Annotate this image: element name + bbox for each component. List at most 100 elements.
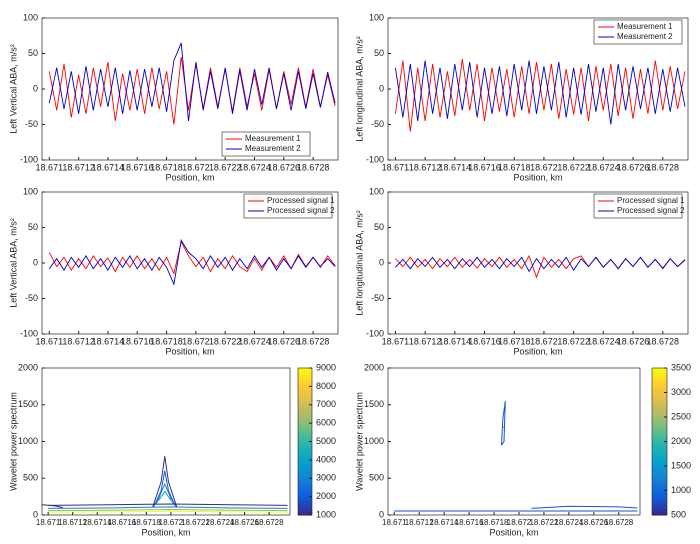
y-tick-label: 100 [23,186,38,196]
colorbar-cell [652,371,667,376]
y-tick-label: 1500 [18,399,38,409]
y-tick-label: 50 [374,222,384,232]
colorbar-cell [652,463,667,468]
y-tick-label: 0 [379,257,384,267]
colorbar-cell [298,408,312,413]
colorbar-cell [652,492,667,498]
colorbar-cell [298,390,312,395]
colorbar-tick-label: 5000 [316,436,336,446]
y-axis-label: Left longitudinal ABA, m/s² [354,210,364,316]
y-axis-label: Left longitudinal ABA, m/s² [354,36,364,142]
y-axis-label: Left Vertical ABA, m/s² [8,44,18,134]
colorbar-cell [298,492,312,498]
plot-area [42,368,290,515]
x-axis-label: Position, km [513,346,562,356]
series-line [48,240,336,276]
contour-line [42,504,64,509]
x-tick-label: 18.6716 [121,162,154,172]
colorbar-cell [652,456,667,461]
colorbar-tick-label: 2500 [671,411,691,421]
x-tick-label: 18.672 [530,162,558,172]
colorbar-cell [298,423,312,428]
colorbar-cell [652,503,667,509]
x-tick-label: 18.671 [382,518,407,527]
colorbar-cell [652,470,667,476]
x-tick-label: 18.6718 [498,336,531,346]
colorbar-cell [652,401,667,406]
contour-line [155,482,174,505]
x-tick-label: 18.6716 [455,518,484,527]
legend-label: Processed signal 1 [617,196,685,205]
x-tick-label: 18.6724 [587,336,620,346]
colorbar-cell [652,441,667,446]
panel: 050010001500200018.67118.671218.671418.6… [354,362,691,537]
contour-line [48,506,288,509]
y-tick-label: 0 [33,83,38,93]
y-tick-label: 1000 [18,436,38,446]
colorbar-cell [298,452,312,457]
legend-box [593,193,683,219]
colorbar-cell [298,415,312,420]
colorbar-cell [298,430,312,435]
panel: -100 -50 0 50 100 18.671 18.671218.671418.6716… [8,12,339,182]
contour-line [48,508,288,512]
colorbar-tick-label: 2000 [671,436,691,446]
x-tick-label: 18.6722 [209,162,242,172]
colorbar-cell [652,500,667,505]
colorbar-cell [298,419,312,424]
x-tick-label: 18.6718 [150,162,183,172]
colorbar-cell [652,459,667,465]
x-tick-label: 18.6716 [107,518,136,527]
legend-label: Measurement 1 [245,134,301,143]
colorbar-cell [652,390,667,395]
x-tick-label: 18.671 [382,162,410,172]
colorbar-cell [652,419,667,424]
colorbar-cell [298,368,312,373]
x-tick-label: 18.671 [382,336,410,346]
x-tick-label: 18.671 [36,336,64,346]
series-line [395,256,686,273]
x-tick-label: 18.6712 [409,336,442,346]
colorbar-cell [298,478,312,483]
y-tick-label: -50 [25,119,38,129]
colorbar-cell [652,448,667,454]
y-tick-label: -50 [25,293,38,303]
legend-label: Processed signal 2 [267,206,335,215]
x-tick-label: 18.6728 [297,162,330,172]
colorbar-cell [298,511,312,516]
colorbar-cell [652,478,667,483]
y-tick-label: 1000 [364,436,384,446]
x-tick-label: 18.6724 [238,162,271,172]
y-tick-label: -100 [366,154,384,164]
colorbar-cell [298,404,312,409]
contour-line [152,456,178,508]
colorbar-tick-label: 9000 [316,362,336,372]
x-tick-label: 18.6726 [579,518,608,527]
y-tick-label: -50 [371,119,384,129]
y-tick-label: 0 [33,257,38,267]
contour-line [531,505,638,509]
y-tick-label: -100 [20,328,38,338]
x-tick-label: 18.6728 [297,336,330,346]
colorbar-cell [652,423,667,428]
x-tick-label: 18.6718 [132,518,161,527]
y-tick-label: 50 [28,48,38,58]
colorbar-tick-label: 3000 [671,387,691,397]
x-tick-label: 18.6726 [268,336,301,346]
panel: -100 -50 0 50 100 18.671 18.671218.671418.6716… [354,186,689,356]
y-tick-label: 2000 [18,362,38,372]
colorbar-cell [298,456,312,461]
colorbar-cell [652,408,667,413]
colorbar-cell [652,452,667,457]
y-tick-label: -100 [20,154,38,164]
x-tick-label: 18.6712 [405,518,434,527]
x-tick-label: 18.6722 [557,162,590,172]
x-tick-label: 18.672 [182,336,210,346]
x-tick-label: 18.6712 [58,518,87,527]
legend-box [221,131,311,157]
x-tick-label: 18.6728 [646,162,679,172]
